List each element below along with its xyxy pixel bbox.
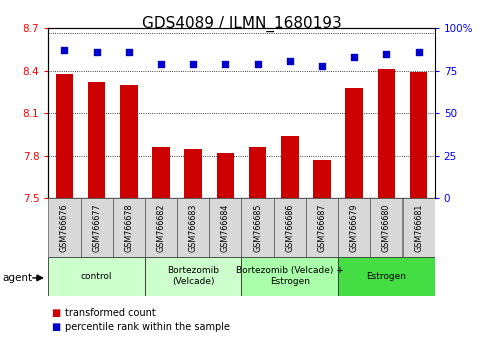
Bar — [152, 147, 170, 198]
Text: GSM766683: GSM766683 — [189, 203, 198, 252]
Bar — [242, 198, 274, 257]
Bar — [313, 160, 331, 198]
Text: GSM766677: GSM766677 — [92, 203, 101, 252]
Point — [222, 61, 229, 67]
Bar — [216, 153, 234, 198]
Point — [254, 61, 261, 67]
Bar — [402, 198, 435, 257]
Text: percentile rank within the sample: percentile rank within the sample — [65, 322, 230, 332]
Bar — [120, 85, 138, 198]
Point — [125, 49, 133, 55]
Bar — [113, 198, 145, 257]
Bar — [274, 198, 306, 257]
Bar — [48, 257, 145, 296]
Bar — [48, 198, 81, 257]
Text: Bortezomib
(Velcade): Bortezomib (Velcade) — [167, 267, 219, 286]
Bar — [185, 149, 202, 198]
Text: GSM766679: GSM766679 — [350, 203, 359, 252]
Text: Estrogen: Estrogen — [367, 272, 406, 281]
Point — [350, 55, 358, 60]
Text: ■: ■ — [51, 308, 60, 318]
Bar — [56, 74, 73, 198]
Point — [415, 49, 423, 55]
Text: GSM766687: GSM766687 — [317, 203, 327, 252]
Bar — [378, 69, 395, 198]
Bar — [345, 88, 363, 198]
Text: GSM766686: GSM766686 — [285, 203, 294, 252]
Text: GSM766678: GSM766678 — [124, 203, 133, 252]
Text: ■: ■ — [51, 322, 60, 332]
Text: agent: agent — [2, 273, 32, 283]
Bar — [145, 257, 242, 296]
Bar — [145, 198, 177, 257]
Text: GSM766684: GSM766684 — [221, 203, 230, 252]
Text: GSM766681: GSM766681 — [414, 203, 423, 252]
Text: GSM766680: GSM766680 — [382, 203, 391, 252]
Bar — [370, 198, 402, 257]
Text: control: control — [81, 272, 113, 281]
Bar — [242, 257, 338, 296]
Bar — [338, 198, 370, 257]
Text: GDS4089 / ILMN_1680193: GDS4089 / ILMN_1680193 — [142, 16, 341, 32]
Bar — [249, 147, 267, 198]
Text: GSM766685: GSM766685 — [253, 203, 262, 252]
Text: GSM766682: GSM766682 — [156, 203, 166, 252]
Point — [318, 63, 326, 69]
Bar — [306, 198, 338, 257]
Bar — [88, 82, 105, 198]
Point — [157, 61, 165, 67]
Text: GSM766676: GSM766676 — [60, 203, 69, 252]
Point — [189, 61, 197, 67]
Bar — [81, 198, 113, 257]
Point — [60, 47, 68, 53]
Bar — [338, 257, 435, 296]
Point — [93, 49, 100, 55]
Bar — [410, 72, 427, 198]
Text: Bortezomib (Velcade) +
Estrogen: Bortezomib (Velcade) + Estrogen — [236, 267, 344, 286]
Point — [383, 51, 390, 57]
Text: transformed count: transformed count — [65, 308, 156, 318]
Bar — [209, 198, 242, 257]
Bar — [177, 198, 209, 257]
Bar — [281, 136, 298, 198]
Point — [286, 58, 294, 63]
